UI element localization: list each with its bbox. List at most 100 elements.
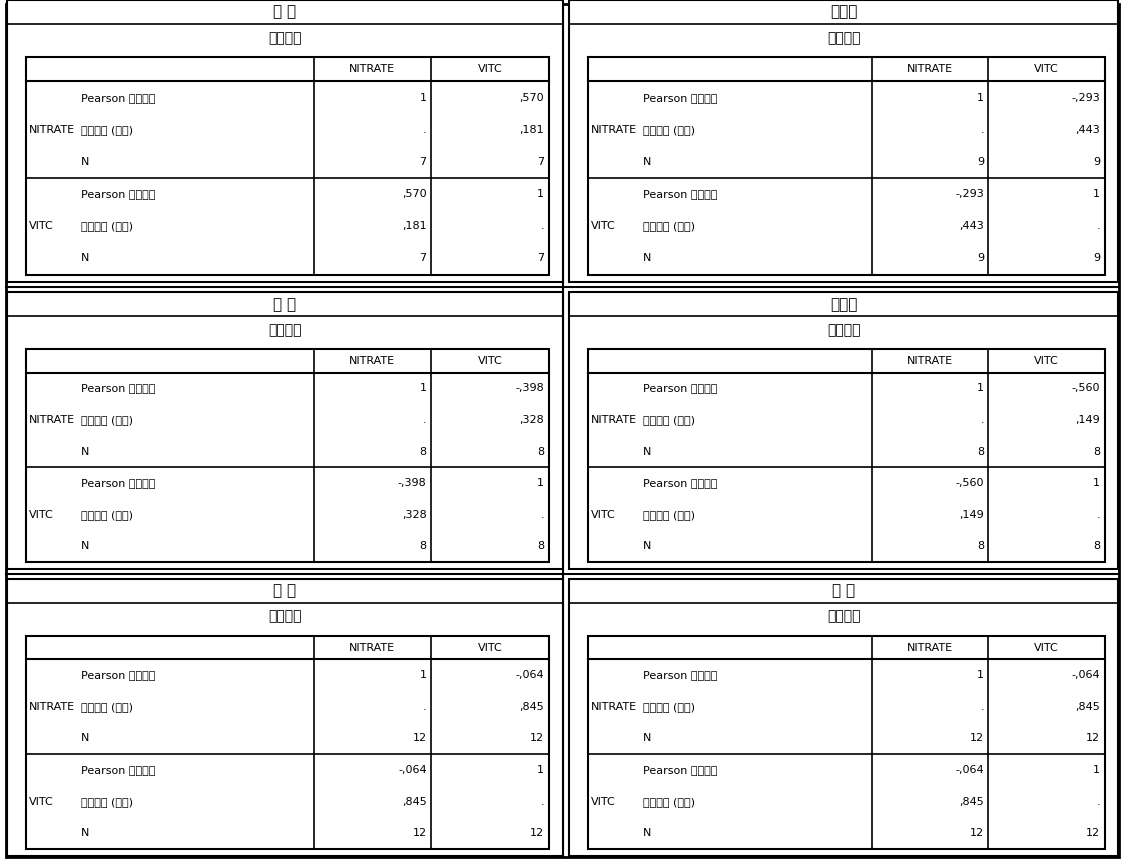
Text: 12: 12	[970, 828, 984, 838]
Text: Pearson 상관계수: Pearson 상관계수	[81, 670, 155, 680]
Text: ,328: ,328	[402, 510, 426, 520]
Text: 1: 1	[976, 383, 984, 393]
Text: Pearson 상관계수: Pearson 상관계수	[81, 383, 155, 393]
Text: VITC: VITC	[1034, 356, 1059, 366]
Text: 9: 9	[1094, 253, 1100, 263]
Text: 1: 1	[1094, 189, 1100, 199]
Text: 12: 12	[970, 734, 984, 743]
Text: 1: 1	[1094, 765, 1100, 775]
Text: 8: 8	[976, 542, 984, 551]
Text: ,570: ,570	[520, 92, 544, 102]
Text: 유의확률 (양쪽): 유의확률 (양쪽)	[81, 702, 133, 712]
Text: 상관계수: 상관계수	[827, 31, 861, 45]
Text: -,064: -,064	[398, 765, 426, 775]
Text: 12: 12	[530, 734, 544, 743]
Text: ,181: ,181	[402, 221, 426, 232]
Text: 1: 1	[420, 383, 426, 393]
Text: -,398: -,398	[398, 478, 426, 488]
Text: 9: 9	[976, 253, 984, 263]
Text: .: .	[980, 702, 984, 712]
Text: N: N	[81, 828, 90, 838]
Text: ,570: ,570	[402, 189, 426, 199]
Text: NITRATE: NITRATE	[29, 702, 75, 712]
Text: VITC: VITC	[592, 221, 616, 232]
Text: ,443: ,443	[1076, 125, 1100, 134]
Text: VITC: VITC	[1034, 65, 1059, 74]
Text: VITC: VITC	[477, 356, 502, 366]
Text: 유의확률 (양쪽): 유의확률 (양쪽)	[642, 221, 695, 232]
Text: 유의확률 (양쪽): 유의확률 (양쪽)	[642, 415, 695, 425]
Text: Pearson 상관계수: Pearson 상관계수	[642, 670, 718, 680]
Text: ,845: ,845	[402, 796, 426, 807]
Text: NITRATE: NITRATE	[29, 415, 75, 425]
Text: VITC: VITC	[477, 642, 502, 653]
Text: N: N	[642, 542, 651, 551]
Text: -,560: -,560	[1072, 383, 1100, 393]
Text: VITC: VITC	[29, 221, 54, 232]
Text: Pearson 상관계수: Pearson 상관계수	[642, 189, 718, 199]
Text: N: N	[642, 157, 651, 167]
Text: NITRATE: NITRATE	[592, 125, 638, 134]
Text: 1: 1	[976, 92, 984, 102]
Text: 8: 8	[420, 447, 426, 456]
Text: 상관계수: 상관계수	[268, 323, 302, 337]
Text: N: N	[642, 447, 651, 456]
Text: 양배추: 양배추	[830, 4, 857, 19]
Text: 상관계수: 상관계수	[268, 610, 302, 623]
Text: 유의확률 (양쪽): 유의확률 (양쪽)	[642, 125, 695, 134]
Text: -,064: -,064	[955, 765, 984, 775]
Text: 9: 9	[976, 157, 984, 167]
Text: Pearson 상관계수: Pearson 상관계수	[642, 383, 718, 393]
Text: 상 추: 상 추	[273, 297, 296, 312]
Text: Pearson 상관계수: Pearson 상관계수	[81, 478, 155, 488]
Text: 상관계수: 상관계수	[827, 323, 861, 337]
Text: 12: 12	[1086, 828, 1100, 838]
Text: ,149: ,149	[1076, 415, 1100, 425]
Text: -,560: -,560	[955, 478, 984, 488]
Text: Pearson 상관계수: Pearson 상관계수	[81, 765, 155, 775]
Bar	[588, 58, 1105, 275]
Text: ,149: ,149	[960, 510, 984, 520]
Text: 8: 8	[1094, 542, 1100, 551]
Text: -,398: -,398	[515, 383, 544, 393]
Text: VITC: VITC	[29, 510, 54, 520]
Text: N: N	[81, 447, 90, 456]
Text: N: N	[642, 734, 651, 743]
Text: 12: 12	[413, 734, 426, 743]
Text: 9: 9	[1094, 157, 1100, 167]
Text: 8: 8	[537, 542, 544, 551]
Text: 1: 1	[976, 670, 984, 680]
Text: 7: 7	[537, 157, 544, 167]
Text: ,845: ,845	[960, 796, 984, 807]
Text: NITRATE: NITRATE	[907, 642, 953, 653]
Text: 12: 12	[530, 828, 544, 838]
Text: VITC: VITC	[477, 65, 502, 74]
Text: 유의확률 (양쪽): 유의확률 (양쪽)	[81, 125, 133, 134]
Text: .: .	[980, 415, 984, 425]
Bar	[26, 58, 549, 275]
Text: 8: 8	[420, 542, 426, 551]
Text: NITRATE: NITRATE	[592, 702, 638, 712]
Text: 근 대: 근 대	[832, 584, 855, 598]
Text: Pearson 상관계수: Pearson 상관계수	[642, 478, 718, 488]
Text: .: .	[1097, 796, 1100, 807]
Text: .: .	[1097, 221, 1100, 232]
Text: 1: 1	[537, 478, 544, 488]
Text: 1: 1	[1094, 478, 1100, 488]
Text: 상관계수: 상관계수	[827, 610, 861, 623]
Text: 12: 12	[1086, 734, 1100, 743]
Text: 유의확률 (양쪽): 유의확률 (양쪽)	[81, 510, 133, 520]
Bar	[26, 350, 549, 562]
Text: .: .	[540, 796, 544, 807]
Text: Pearson 상관계수: Pearson 상관계수	[81, 92, 155, 102]
Text: NITRATE: NITRATE	[349, 65, 395, 74]
Text: 1: 1	[537, 765, 544, 775]
Text: ,443: ,443	[960, 221, 984, 232]
Text: ,328: ,328	[520, 415, 544, 425]
Text: 유의확률 (양쪽): 유의확률 (양쪽)	[81, 796, 133, 807]
Text: 8: 8	[537, 447, 544, 456]
Text: ,181: ,181	[520, 125, 544, 134]
Text: .: .	[423, 702, 426, 712]
Text: .: .	[423, 125, 426, 134]
Text: 7: 7	[537, 253, 544, 263]
